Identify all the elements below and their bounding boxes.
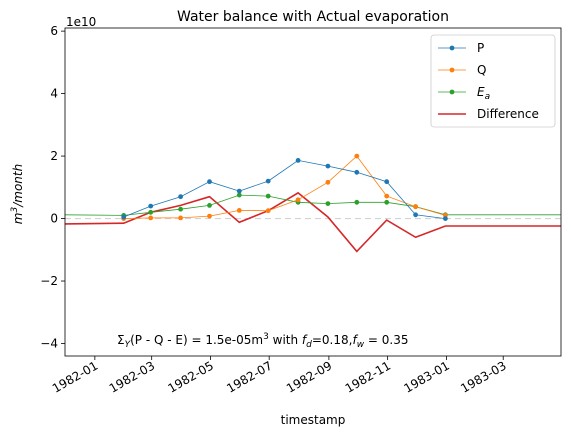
legend-item-q: Q [438,63,486,77]
data-point-e-a [354,199,360,205]
legend: PQ Ea Difference [430,34,556,128]
data-point-q [148,215,154,221]
x-tick-label: 1983-01 [401,358,451,395]
data-point-p [207,179,212,185]
legend-item-p: P [438,41,484,55]
data-point-e-a [178,206,184,212]
data-point-p [178,194,184,200]
x-tick-label: 1982-05 [166,358,216,395]
legend-label-difference: Difference [477,107,539,121]
legend-box [430,34,556,128]
y-axis-label: m3/month [10,164,25,224]
data-point-p [121,214,127,220]
data-point-p [413,212,418,218]
data-point-p [354,169,360,175]
legend-item-e-a: Ea [438,85,490,102]
legend-label-q: Q [477,63,486,77]
y-tick-label: −2 [40,274,58,288]
data-point-q [384,193,390,199]
data-point-e-a [384,199,390,205]
series-difference [64,191,561,253]
x-axis-label: timestamp [281,413,346,427]
data-point-q [178,215,184,221]
legend-items: PQ Ea Difference [438,41,539,121]
data-point-p [148,203,154,209]
x-tick-label: 1983-03 [458,358,508,395]
data-point-q [413,204,418,210]
x-tick-label: 1982-07 [224,358,274,395]
legend-marker-e-a [449,89,455,95]
y-tick-label: 6 [50,24,58,38]
y-tick-label: 0 [50,212,58,226]
data-point-e-a [207,203,212,208]
x-tick-label: 1982-09 [284,358,334,395]
series-line-p [123,159,446,219]
x-tick-label: 1982-11 [343,358,393,395]
data-point-q [207,213,212,219]
legend-label-p: P [477,41,484,55]
series-line-e-a [64,194,561,216]
data-point-q [236,208,242,213]
y-tick-label: 4 [50,87,58,101]
data-point-q [325,179,331,185]
chart-title: Water balance with Actual evaporation [177,9,449,25]
data-point-p [384,179,390,185]
data-point-e-a [236,192,242,198]
data-point-p [265,178,271,184]
x-tick-label: 1982-03 [107,358,157,395]
legend-marker-q [449,67,455,73]
legend-marker-p [449,45,455,51]
plot-frame [64,27,562,357]
series-p [121,158,448,222]
data-point-e-a [325,201,331,207]
data-point-q [295,197,301,203]
y-tick-label: −4 [40,337,58,351]
data-point-e-a [148,209,154,215]
data-point-p [325,163,331,169]
legend-item-difference: Difference [438,107,539,121]
data-point-q [354,153,360,159]
series-line-q [123,155,446,219]
series-layer [64,153,561,253]
series-q [121,153,448,222]
series-line-difference [64,191,561,253]
data-point-e-a [265,193,271,199]
data-point-p [295,158,301,163]
y-tick-label: 2 [50,149,58,163]
sum-annotation: ΣY(P - Q - E) = 1.5e-05m3 with fd=0.18,f… [117,332,408,350]
legend-label-e-a: Ea [477,85,490,102]
data-point-p [236,188,242,194]
y-offset-label: 1e10 [66,15,96,29]
data-point-q [265,208,271,214]
data-point-p [443,216,448,222]
x-tick-label: 1982-01 [50,358,100,395]
